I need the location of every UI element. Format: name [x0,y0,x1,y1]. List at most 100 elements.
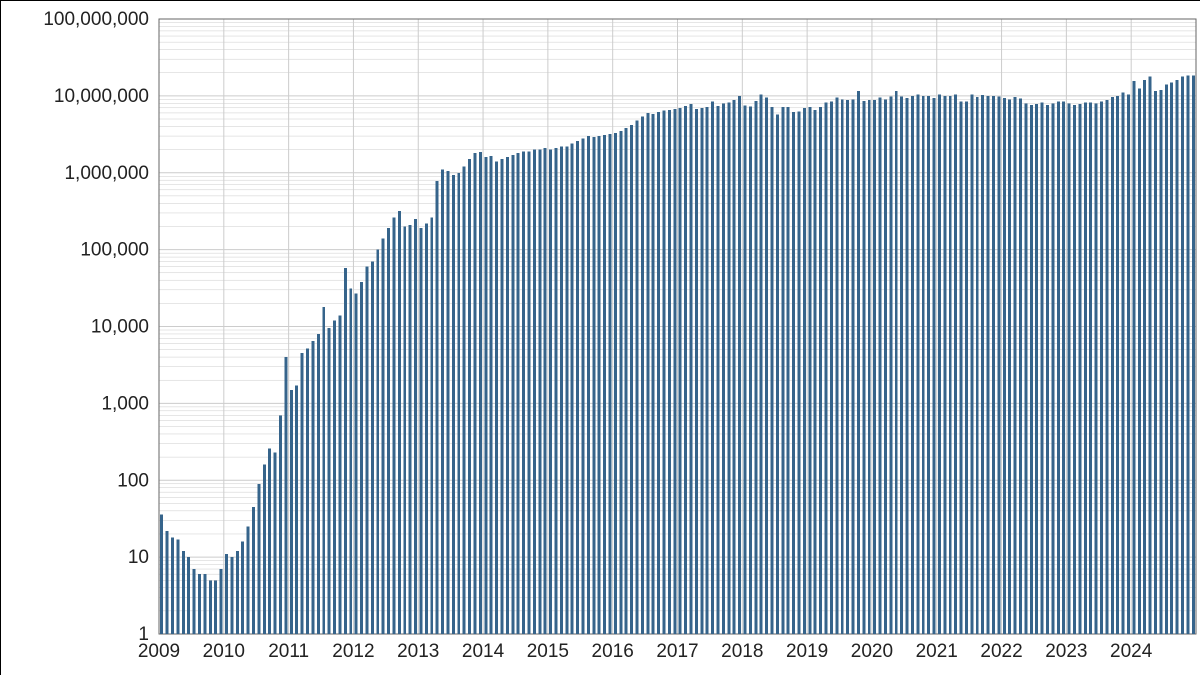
bar [176,539,179,634]
bar [922,96,925,634]
bar [565,146,568,634]
bar [592,137,595,634]
bar [733,100,736,634]
bar [738,96,741,634]
bar [997,97,1000,634]
x-tick-label: 2020 [851,641,893,662]
bar [700,108,703,634]
bar [1024,103,1027,634]
bar [630,125,633,634]
bar [268,448,271,634]
bar [252,507,255,634]
x-tick-label: 2019 [786,641,828,662]
bar [576,141,579,634]
y-tick-label: 1,000 [101,393,149,414]
bar [430,218,433,634]
bar [1122,93,1125,634]
bar [425,223,428,634]
bar [517,153,520,634]
bar [209,580,212,634]
bar [387,228,390,634]
bar [1170,82,1173,634]
bar [463,167,466,634]
bar [695,109,698,634]
x-tick-label: 2021 [916,641,958,662]
bar [970,94,973,634]
bar [1111,97,1114,634]
bar [1132,81,1135,634]
bar [927,96,930,634]
bar [1068,103,1071,634]
bar [717,106,720,634]
x-tick-label: 2016 [592,641,634,662]
bar [933,98,936,634]
bar [814,110,817,634]
bar [614,133,617,634]
bar [625,128,628,634]
bar [306,348,309,634]
bar [187,557,190,634]
bar [311,341,314,634]
bar [317,334,320,634]
y-tick-label: 100,000 [80,240,149,261]
bar [792,112,795,634]
y-tick-label: 10,000,000 [54,86,149,107]
bar [862,101,865,634]
x-tick-label: 2009 [138,641,180,662]
bar [203,574,206,634]
bar [338,315,341,634]
bar [1095,103,1098,634]
bar [549,150,552,634]
bar [333,320,336,634]
bar [636,120,639,634]
bar [1181,76,1184,634]
bar [301,353,304,634]
bar [895,91,898,634]
bar [473,153,476,634]
bar [500,159,503,634]
bar [1030,105,1033,634]
bar [382,238,385,634]
bar [446,171,449,634]
bar [295,386,298,634]
bar [781,107,784,634]
bar [884,99,887,634]
bar [1116,96,1119,634]
y-tick-label: 100,000,000 [43,9,149,30]
bar [166,531,169,634]
x-tick-label: 2024 [1110,641,1153,662]
bar [376,250,379,634]
bar [744,105,747,634]
bar [1008,99,1011,634]
bar [760,94,763,634]
bar [906,98,909,634]
bar [1084,103,1087,635]
x-tick-label: 2015 [527,641,569,662]
bar [225,554,228,634]
bar [193,569,196,634]
bar [754,101,757,634]
bar [1035,104,1038,634]
bar [798,111,801,634]
bar [992,96,995,634]
x-tick-label: 2018 [721,641,763,662]
bar [1192,75,1195,634]
x-tick-label: 2023 [1045,641,1087,662]
bar [841,99,844,634]
bar [987,96,990,634]
bar [328,328,331,634]
bar [1105,100,1108,634]
bar [787,107,790,634]
bar [825,103,828,635]
bar [943,96,946,634]
bar [490,156,493,634]
bar [506,157,509,634]
bar [722,103,725,634]
bar [619,131,622,634]
bar [1089,103,1092,635]
bar [1127,94,1130,634]
bar [495,162,498,634]
bar [1176,80,1179,634]
bar [1019,99,1022,634]
bar [808,107,811,634]
